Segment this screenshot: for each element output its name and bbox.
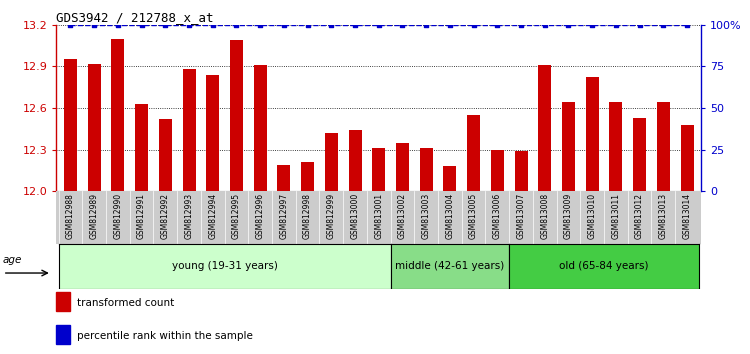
Bar xyxy=(56,292,70,311)
Bar xyxy=(562,102,575,191)
Text: GSM813003: GSM813003 xyxy=(422,193,430,239)
Text: young (19-31 years): young (19-31 years) xyxy=(172,261,278,272)
Text: GSM813010: GSM813010 xyxy=(588,193,597,239)
Bar xyxy=(538,65,551,191)
Text: GSM813014: GSM813014 xyxy=(682,193,692,239)
Point xyxy=(538,22,550,28)
Point xyxy=(397,22,409,28)
Bar xyxy=(159,119,172,191)
Point xyxy=(420,22,432,28)
Point xyxy=(136,22,148,28)
Point xyxy=(278,22,290,28)
Bar xyxy=(325,133,338,191)
Point xyxy=(586,22,598,28)
Point xyxy=(326,22,338,28)
Text: GSM813002: GSM813002 xyxy=(398,193,407,239)
Point xyxy=(515,22,527,28)
Text: GSM812995: GSM812995 xyxy=(232,193,241,239)
Text: GSM812996: GSM812996 xyxy=(256,193,265,239)
Point xyxy=(183,22,195,28)
Text: GDS3942 / 212788_x_at: GDS3942 / 212788_x_at xyxy=(56,11,214,24)
Point xyxy=(610,22,622,28)
Bar xyxy=(88,64,100,191)
Text: GSM813007: GSM813007 xyxy=(517,193,526,239)
Point xyxy=(230,22,242,28)
Text: GSM812992: GSM812992 xyxy=(160,193,170,239)
Bar xyxy=(443,166,457,191)
Bar xyxy=(680,125,694,191)
Bar xyxy=(396,143,409,191)
Point xyxy=(373,22,385,28)
Point xyxy=(254,22,266,28)
Bar xyxy=(254,65,267,191)
Text: GSM812990: GSM812990 xyxy=(113,193,122,239)
Point xyxy=(681,22,693,28)
Bar xyxy=(514,151,527,191)
Bar xyxy=(609,102,622,191)
Bar xyxy=(586,78,598,191)
Bar xyxy=(278,165,290,191)
Bar xyxy=(372,148,386,191)
Text: old (65-84 years): old (65-84 years) xyxy=(560,261,649,272)
Bar xyxy=(182,69,196,191)
Bar xyxy=(657,102,670,191)
Bar xyxy=(420,148,433,191)
Text: GSM812993: GSM812993 xyxy=(184,193,194,239)
Bar xyxy=(64,59,77,191)
Bar xyxy=(230,40,243,191)
Bar xyxy=(490,149,504,191)
Point xyxy=(634,22,646,28)
Text: GSM812988: GSM812988 xyxy=(66,193,75,239)
Point xyxy=(88,22,101,28)
Point xyxy=(159,22,171,28)
Bar xyxy=(467,115,480,191)
Bar xyxy=(301,162,314,191)
Bar xyxy=(633,118,646,191)
Text: GSM812997: GSM812997 xyxy=(280,193,289,239)
Point xyxy=(64,22,76,28)
Point xyxy=(657,22,669,28)
Text: GSM812991: GSM812991 xyxy=(137,193,146,239)
Text: GSM812998: GSM812998 xyxy=(303,193,312,239)
Point xyxy=(444,22,456,28)
Point xyxy=(302,22,313,28)
Text: GSM813013: GSM813013 xyxy=(658,193,668,239)
Bar xyxy=(349,130,361,191)
Text: GSM812994: GSM812994 xyxy=(209,193,218,239)
Text: transformed count: transformed count xyxy=(77,298,175,308)
Point xyxy=(562,22,574,28)
Text: GSM813011: GSM813011 xyxy=(611,193,620,239)
Text: GSM813001: GSM813001 xyxy=(374,193,383,239)
Text: GSM813005: GSM813005 xyxy=(469,193,478,239)
Text: GSM813006: GSM813006 xyxy=(493,193,502,239)
Bar xyxy=(135,104,148,191)
Text: GSM813012: GSM813012 xyxy=(635,193,644,239)
Bar xyxy=(206,75,219,191)
Point xyxy=(207,22,219,28)
Bar xyxy=(56,325,70,343)
Point xyxy=(112,22,124,28)
Text: percentile rank within the sample: percentile rank within the sample xyxy=(77,331,253,341)
Text: GSM813004: GSM813004 xyxy=(446,193,454,239)
Text: GSM812989: GSM812989 xyxy=(90,193,99,239)
Point xyxy=(467,22,479,28)
Bar xyxy=(112,39,125,191)
Point xyxy=(349,22,361,28)
Text: GSM813008: GSM813008 xyxy=(540,193,549,239)
Text: GSM813009: GSM813009 xyxy=(564,193,573,239)
Point xyxy=(491,22,503,28)
Text: GSM812999: GSM812999 xyxy=(327,193,336,239)
Text: GSM813000: GSM813000 xyxy=(350,193,359,239)
Text: middle (42-61 years): middle (42-61 years) xyxy=(395,261,505,272)
Text: age: age xyxy=(3,255,22,265)
